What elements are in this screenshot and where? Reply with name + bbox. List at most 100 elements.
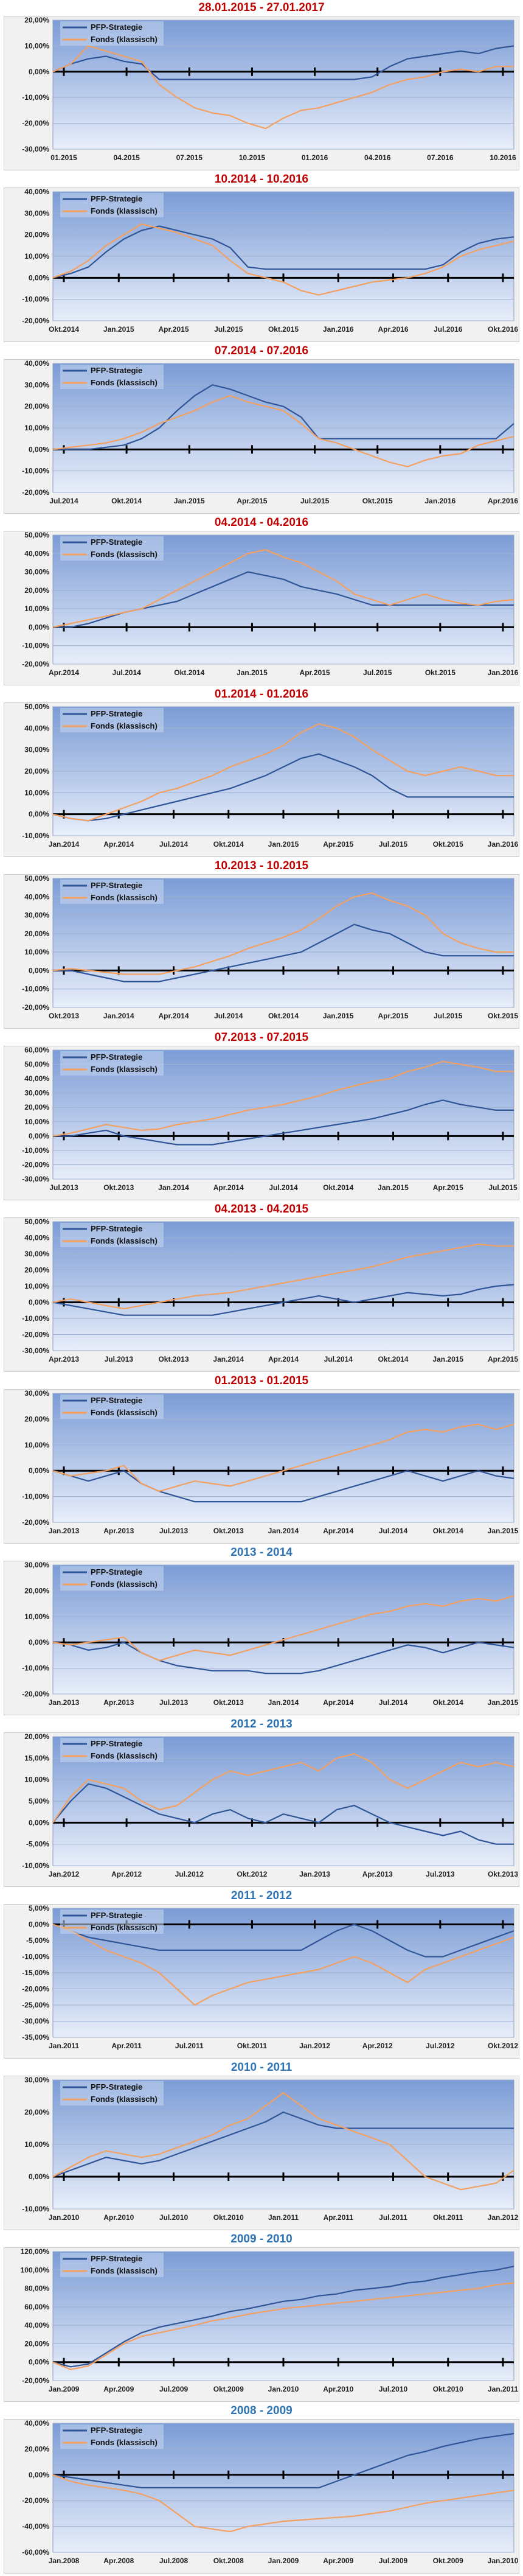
x-tick-label: Jan.2014 <box>213 1355 244 1363</box>
y-tick-label: 20,00% <box>24 1733 49 1741</box>
x-tick-label: Okt.2008 <box>213 2557 244 2565</box>
y-tick-label: -30,00% <box>22 1346 49 1355</box>
legend: PFP-Strategie Fonds (klassisch) <box>60 21 164 46</box>
x-tick-label: Apr.2009 <box>103 2385 134 2393</box>
x-tick-label: Apr.2016 <box>378 325 408 334</box>
y-tick-label: 20,00% <box>24 2108 49 2116</box>
chart-frame: 40,00% 20,00% 0,00% -20,00% -40,00% -60,00% Ja… <box>4 2419 519 2574</box>
x-tick-label: Jul.2013 <box>105 1355 134 1363</box>
x-tick-label: Okt.2013 <box>103 1183 134 1192</box>
chart-title: 07.2013 - 07.2015 <box>214 1031 309 1044</box>
y-tick-label: 60,00% <box>24 1046 49 1054</box>
x-tick-label: Okt.2015 <box>268 325 299 334</box>
x-tick-label: Jan.2009 <box>49 2385 80 2393</box>
chart-panel: 2013 - 2014 30,00% 20,00% 10,00% 0,00% -10,00… <box>0 1545 523 1717</box>
legend-label: PFP-Strategie <box>91 23 142 32</box>
x-tick-label: Jan.2015 <box>268 840 299 849</box>
y-tick-label: 0,00% <box>29 1298 49 1307</box>
legend-label: PFP-Strategie <box>91 2254 142 2263</box>
y-tick-label: 10,00% <box>24 604 49 613</box>
series-line <box>52 2282 514 2370</box>
series-line <box>52 2266 514 2368</box>
legend-label: PFP-Strategie <box>91 1396 142 1405</box>
x-tick-label: Jan.2016 <box>424 497 455 505</box>
legend-label: Fonds (klassisch) <box>91 2438 158 2447</box>
x-tick-label: Okt.2014 <box>111 497 142 505</box>
x-tick-label: Apr.2008 <box>103 2557 134 2565</box>
x-tick-label: Okt.2013 <box>213 1527 244 1535</box>
x-tick-label: Apr.2009 <box>323 2557 353 2565</box>
x-tick-label: Okt.2012 <box>488 2042 518 2050</box>
series-line <box>52 892 514 975</box>
y-tick-label: 10,00% <box>24 1441 49 1449</box>
legend-label: PFP-Strategie <box>91 881 142 890</box>
line-chart: 50,00% 40,00% 30,00% 20,00% 10,00% 0,00% -10,0… <box>22 702 518 849</box>
y-tick-label: -10,00% <box>22 2205 49 2213</box>
x-tick-label: Jan.2015 <box>323 1012 354 1020</box>
legend: PFP-Strategie Fonds (klassisch) <box>60 1395 164 1419</box>
x-tick-label: Okt.2013 <box>158 1355 189 1363</box>
x-tick-label: Jul.2014 <box>112 668 141 677</box>
y-tick-label: 40,00% <box>24 892 49 901</box>
x-tick-label: Okt.2014 <box>323 1183 353 1192</box>
x-tick-label: Jul.2014 <box>379 1527 408 1535</box>
series-line <box>52 1923 514 2006</box>
y-tick-label: 50,00% <box>24 531 49 539</box>
x-tick-label: Apr.2015 <box>158 325 189 334</box>
x-tick-label: Apr.2014 <box>323 1527 353 1535</box>
x-tick-label: Jul.2010 <box>159 2213 189 2222</box>
y-tick-label: 50,00% <box>24 703 49 711</box>
y-tick-label: 15,00% <box>24 1754 49 1762</box>
x-tick-label: Okt.2013 <box>488 1870 518 1878</box>
x-tick-label: Apr.2012 <box>111 1870 142 1878</box>
chart-title: 04.2013 - 04.2015 <box>214 1203 309 1216</box>
y-tick-label: 20,00% <box>24 1586 49 1595</box>
series-line <box>52 45 514 80</box>
chart-frame: 30,00% 20,00% 10,00% 0,00% -10,00% -20,00% Jan… <box>4 1389 519 1544</box>
x-tick-label: Jul.2015 <box>214 325 243 334</box>
series-line <box>52 2092 514 2191</box>
legend-label: PFP-Strategie <box>91 366 142 375</box>
x-tick-label: Jul.2012 <box>426 2042 455 2050</box>
y-tick-label: -60,00% <box>22 2548 49 2557</box>
x-tick-label: Okt.2009 <box>213 2385 244 2393</box>
x-tick-label: Jul.2013 <box>159 1698 189 1707</box>
y-tick-label: -10,00% <box>22 1493 49 1501</box>
legend-label: Fonds (klassisch) <box>91 1065 158 1074</box>
legend-box <box>60 21 164 46</box>
series-line <box>52 2432 514 2489</box>
series-line <box>52 1243 514 1310</box>
x-tick-label: Okt.2015 <box>425 668 455 677</box>
chart-panel: 07.2014 - 07.2016 40,00% 30,00% 20,00% 10,00… <box>0 343 523 515</box>
x-tick-label: Apr.2015 <box>378 1012 408 1020</box>
series-line <box>52 1595 514 1661</box>
legend-label: PFP-Strategie <box>91 1052 142 1062</box>
x-tick-label: Jul.2015 <box>379 840 408 849</box>
x-tick-label: 07.2016 <box>427 153 454 162</box>
chart-panel: 01.2013 - 01.2015 30,00% 20,00% 10,00% 0,00%… <box>0 1373 523 1545</box>
y-tick-label: -30,00% <box>22 145 49 153</box>
series-line <box>52 394 514 467</box>
y-tick-label: 30,00% <box>24 1561 49 1569</box>
series-line <box>53 384 514 450</box>
y-tick-label: -10,00% <box>22 1314 49 1323</box>
x-tick-label: Jan.2015 <box>237 668 268 677</box>
chart-frame: 50,00% 40,00% 30,00% 20,00% 10,00% 0,00% -10,0… <box>4 1217 519 1372</box>
x-tick-label: Apr.2015 <box>488 1355 518 1363</box>
chart-panel: 10.2014 - 10.2016 40,00% 30,00% 20,00% 10,00… <box>0 172 523 343</box>
x-tick-label: Apr.2014 <box>323 1698 353 1707</box>
legend: PFP-Strategie Fonds (klassisch) <box>60 2081 164 2105</box>
legend: PFP-Strategie Fonds (klassisch) <box>60 1051 164 1076</box>
series-line <box>52 1470 514 1503</box>
legend-box <box>60 2424 164 2449</box>
line-chart: 40,00%20,00%0,00%-20,00%-40,00%-60,00%Ja… <box>22 2419 518 2565</box>
chart-title: 01.2013 - 01.2015 <box>214 1374 309 1387</box>
legend: PFP-Strategie Fonds (klassisch) <box>60 708 164 732</box>
legend-label: PFP-Strategie <box>91 2426 142 2435</box>
line-chart: 30,00% 20,00% 10,00% 0,00% -10,00%Jan.2010 Ap… <box>22 2076 518 2222</box>
legend-label: Fonds (klassisch) <box>91 35 158 44</box>
x-tick-label: Jul.2010 <box>379 2385 408 2393</box>
series-line <box>52 1423 514 1493</box>
legend-label: PFP-Strategie <box>91 1911 142 1920</box>
y-tick-label: -10,00% <box>22 1664 49 1673</box>
